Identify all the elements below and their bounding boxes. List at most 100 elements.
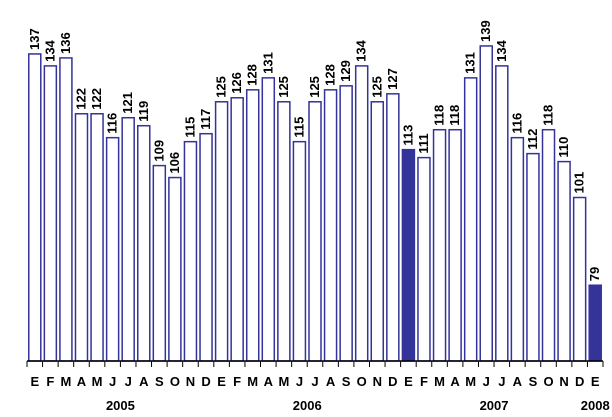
value-label-21: 134: [354, 39, 369, 61]
bar-30: [495, 65, 509, 362]
value-label-3: 122: [73, 88, 88, 110]
month-label-28: M: [465, 374, 476, 389]
value-label-27: 118: [447, 105, 462, 126]
bar-20: [339, 85, 353, 362]
bar-4: [90, 113, 104, 362]
value-label-2: 136: [58, 32, 73, 54]
bar-29: [479, 45, 493, 362]
month-label-27: A: [450, 374, 460, 389]
month-label-3: A: [77, 374, 87, 389]
value-label-4: 122: [89, 88, 104, 110]
month-label-35: D: [575, 374, 584, 389]
month-label-7: A: [139, 374, 149, 389]
value-label-31: 116: [509, 113, 524, 134]
month-label-24: E: [404, 374, 413, 389]
month-label-36: E: [591, 374, 600, 389]
bar-27: [448, 128, 462, 362]
value-label-15: 131: [260, 52, 275, 74]
month-label-15: A: [264, 374, 274, 389]
month-label-10: N: [186, 374, 195, 389]
bar-33: [541, 128, 556, 362]
bar-13: [230, 97, 244, 362]
year-label-2005: 2005: [106, 398, 135, 413]
month-label-20: S: [342, 374, 351, 389]
value-label-6: 121: [120, 92, 135, 114]
month-label-22: N: [373, 374, 382, 389]
year-label-2006: 2006: [293, 398, 322, 413]
value-label-5: 116: [105, 113, 120, 134]
bar-16: [277, 101, 291, 362]
bar-15: [261, 77, 276, 362]
bar-28: [463, 77, 478, 362]
year-labels-group: 2005 2006 2007 2008: [106, 398, 610, 413]
month-label-21: O: [357, 374, 367, 389]
value-label-30: 134: [494, 39, 509, 61]
bar-23: [386, 93, 400, 362]
value-label-29: 139: [478, 20, 493, 42]
value-label-28: 131: [463, 52, 478, 74]
month-label-30: J: [498, 374, 505, 389]
value-label-24: 113: [400, 125, 415, 146]
bar-22: [370, 101, 385, 362]
month-label-4: M: [92, 374, 103, 389]
month-label-14: M: [247, 374, 258, 389]
month-label-9: O: [170, 374, 180, 389]
value-label-36: 79: [587, 267, 602, 281]
month-label-26: M: [434, 374, 445, 389]
bar-14: [245, 89, 260, 362]
value-label-20: 129: [338, 60, 353, 82]
bar-34: [557, 160, 571, 362]
value-label-9: 106: [167, 152, 182, 174]
bar-17: [292, 140, 307, 362]
value-label-35: 101: [572, 172, 587, 194]
month-label-1: F: [46, 374, 54, 389]
value-label-26: 118: [432, 105, 447, 126]
bar-21: [354, 65, 369, 362]
month-label-33: O: [543, 374, 553, 389]
value-label-1: 134: [42, 39, 57, 61]
month-label-29: J: [483, 374, 490, 389]
bar-6: [121, 116, 135, 362]
month-label-23: D: [388, 374, 397, 389]
value-label-25: 111: [416, 133, 431, 153]
value-label-0: 137: [27, 28, 42, 50]
bar-26: [432, 128, 447, 362]
bar-11: [199, 132, 213, 362]
bar-24: [401, 148, 416, 362]
month-label-0: E: [30, 374, 39, 389]
value-label-33: 118: [541, 105, 556, 126]
bar-0: [28, 53, 42, 362]
month-label-18: J: [311, 374, 318, 389]
value-label-16: 125: [276, 76, 291, 98]
month-label-31: A: [513, 374, 523, 389]
value-label-10: 115: [182, 117, 197, 138]
value-label-8: 109: [151, 140, 166, 162]
month-label-32: S: [529, 374, 538, 389]
month-label-16: M: [278, 374, 289, 389]
month-label-25: F: [420, 374, 428, 389]
bar-35: [572, 196, 587, 362]
bar-5: [105, 136, 120, 362]
month-label-19: A: [326, 374, 336, 389]
year-label-2007: 2007: [480, 398, 509, 413]
bar-10: [183, 140, 198, 362]
bar-19: [323, 89, 338, 362]
value-label-7: 119: [136, 101, 151, 122]
month-label-13: F: [233, 374, 241, 389]
bars-group: [28, 45, 602, 362]
bar-1: [43, 65, 58, 362]
month-label-5: J: [109, 374, 116, 389]
bar-8: [152, 164, 167, 362]
month-label-8: S: [155, 374, 164, 389]
value-label-22: 125: [369, 76, 384, 98]
bar-36: [588, 284, 602, 362]
month-label-6: J: [125, 374, 132, 389]
value-label-18: 125: [307, 76, 322, 98]
bar-2: [59, 57, 73, 362]
bar-32: [526, 152, 540, 362]
value-label-23: 127: [385, 68, 400, 90]
month-label-2: M: [60, 374, 71, 389]
year-label-2008: 2008: [581, 398, 610, 413]
